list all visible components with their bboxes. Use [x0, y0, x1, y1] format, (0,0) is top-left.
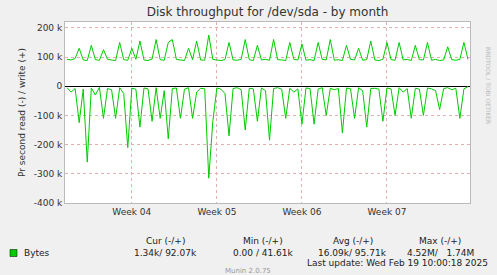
svg-text:Week 06: Week 06 — [282, 207, 321, 217]
svg-text:RRDTOOL / TOBI OETIKER: RRDTOOL / TOBI OETIKER — [485, 47, 492, 124]
svg-text:Disk throughput for /dev/sda -: Disk throughput for /dev/sda - by month — [147, 5, 389, 19]
svg-text:Pr second read (-) / write (+): Pr second read (-) / write (+) — [17, 48, 27, 177]
svg-text:Week 04: Week 04 — [112, 207, 151, 217]
svg-text:1.34k/ 92.07k: 1.34k/ 92.07k — [134, 248, 197, 258]
svg-text:200 k: 200 k — [37, 23, 63, 33]
svg-text:-400 k: -400 k — [34, 198, 63, 208]
svg-text:Max (-/+): Max (-/+) — [419, 236, 461, 246]
svg-text:Munin 2.0.75: Munin 2.0.75 — [225, 267, 271, 275]
svg-text:-200 k: -200 k — [34, 140, 63, 150]
svg-text:-100 k: -100 k — [34, 111, 63, 121]
svg-text:Avg (-/+): Avg (-/+) — [333, 236, 373, 246]
svg-text:0: 0 — [56, 81, 62, 91]
svg-text:Cur (-/+): Cur (-/+) — [146, 236, 185, 246]
svg-text:Bytes: Bytes — [24, 248, 50, 258]
svg-text:-300 k: -300 k — [34, 169, 63, 179]
svg-text:100 k: 100 k — [37, 52, 63, 62]
svg-text:Last update: Wed Feb 19 10:00:: Last update: Wed Feb 19 10:00:18 2025 — [307, 258, 488, 268]
svg-text:0.00 / 41.61k: 0.00 / 41.61k — [233, 248, 294, 258]
svg-text:Week 07: Week 07 — [367, 207, 406, 217]
svg-text:16.09k/ 95.71k: 16.09k/ 95.71k — [318, 248, 387, 258]
svg-text:Week 05: Week 05 — [197, 207, 236, 217]
svg-text:4.52M/ 1.74M: 4.52M/ 1.74M — [407, 248, 474, 258]
svg-text:Min (-/+): Min (-/+) — [243, 236, 283, 246]
